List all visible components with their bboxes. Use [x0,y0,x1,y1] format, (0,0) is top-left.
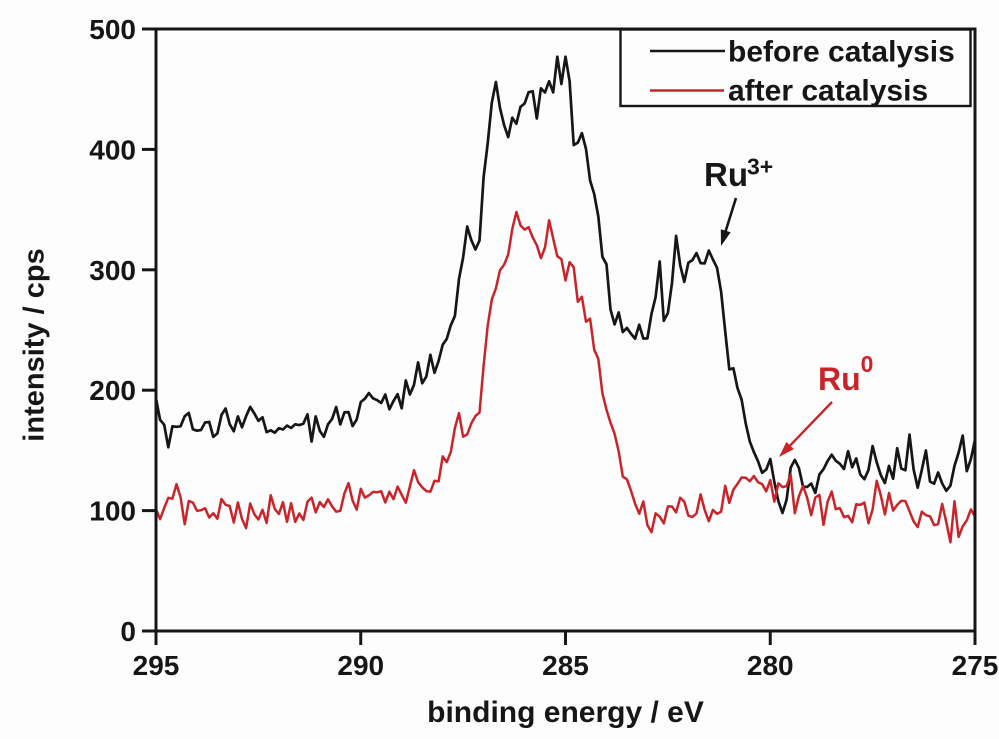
svg-text:275: 275 [952,650,999,681]
svg-text:intensity / cps: intensity / cps [19,248,51,441]
svg-text:295: 295 [133,650,180,681]
svg-text:100: 100 [89,496,136,527]
svg-text:290: 290 [337,650,384,681]
svg-text:binding energy / eV: binding energy / eV [427,696,704,729]
svg-text:500: 500 [89,14,136,45]
svg-text:Ru3+: Ru3+ [704,154,773,194]
svg-text:300: 300 [89,255,136,286]
svg-text:285: 285 [542,650,589,681]
svg-text:after catalysis: after catalysis [728,75,928,108]
svg-text:280: 280 [747,650,794,681]
svg-text:400: 400 [89,134,136,165]
svg-text:200: 200 [89,375,136,406]
svg-text:before catalysis: before catalysis [728,36,955,69]
svg-text:0: 0 [120,616,136,647]
svg-text:Ru0: Ru0 [818,351,873,397]
